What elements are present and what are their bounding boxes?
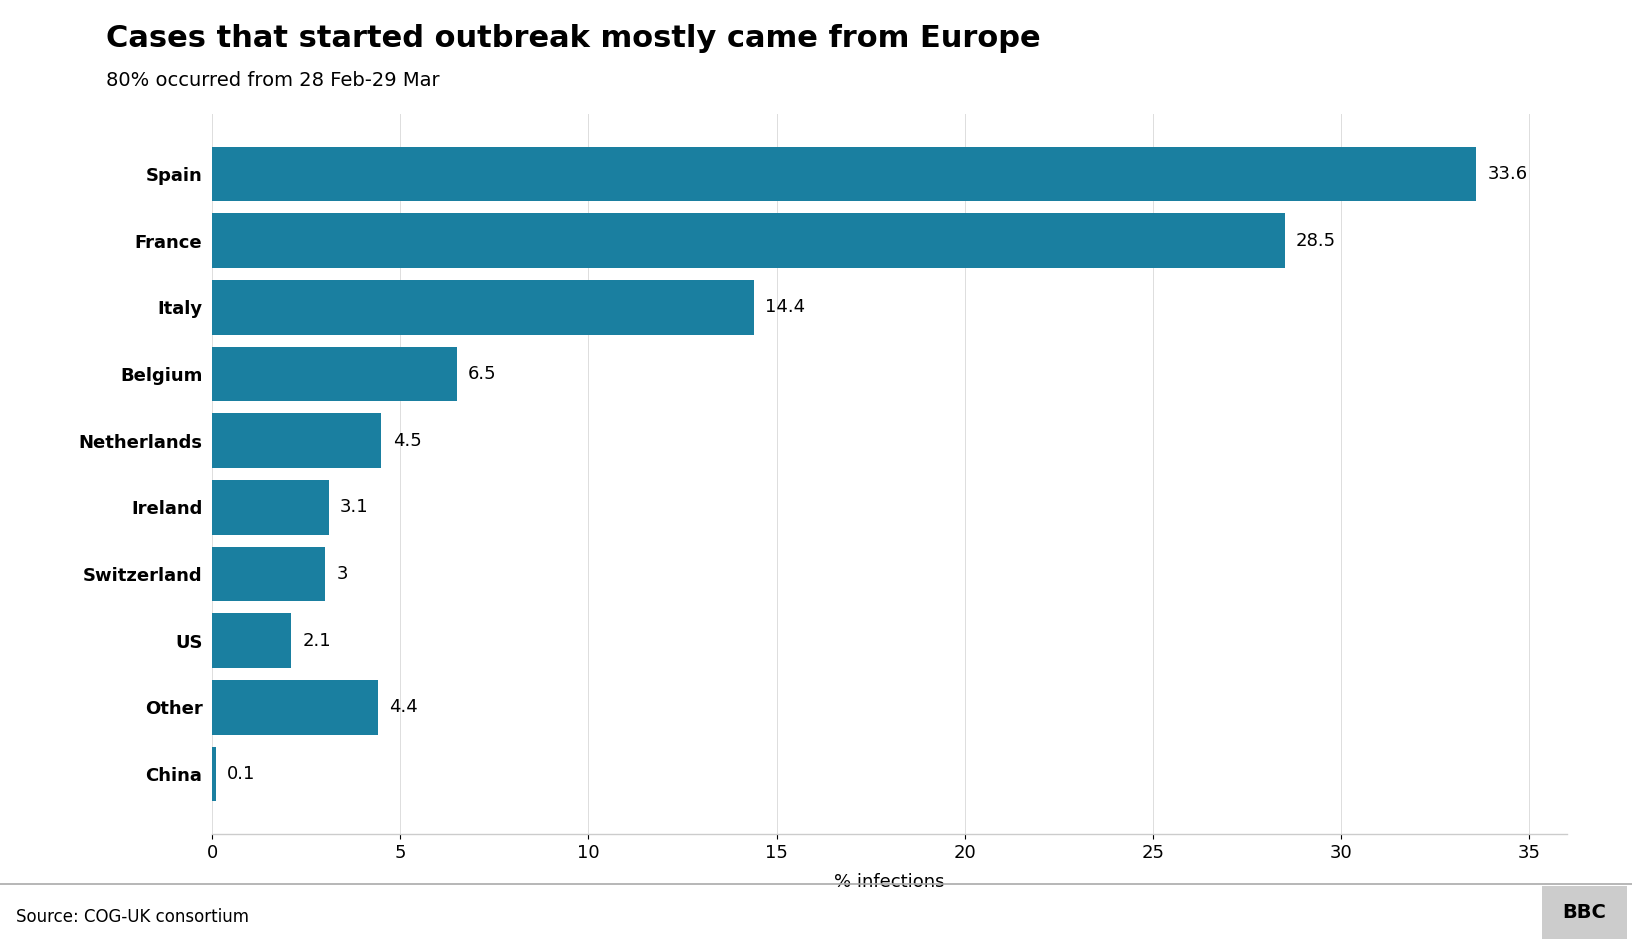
Text: BBC: BBC (1563, 902, 1606, 922)
Bar (212, 280, 754, 335)
Text: 33.6: 33.6 (1488, 165, 1528, 183)
Text: 0.1: 0.1 (227, 765, 256, 783)
Text: 2.1: 2.1 (302, 631, 331, 649)
Bar (212, 480, 328, 535)
Bar (212, 147, 1477, 201)
X-axis label: % infections: % infections (834, 873, 945, 891)
Text: 3.1: 3.1 (339, 499, 369, 517)
Text: 80% occurred from 28 Feb-29 Mar: 80% occurred from 28 Feb-29 Mar (106, 71, 439, 90)
Bar (212, 413, 382, 468)
Bar (212, 613, 290, 668)
Text: 4.4: 4.4 (388, 699, 418, 717)
Bar (212, 547, 325, 601)
Bar (212, 213, 1284, 268)
Text: 28.5: 28.5 (1296, 231, 1337, 249)
Text: 14.4: 14.4 (765, 299, 806, 317)
Text: Source: COG-UK consortium: Source: COG-UK consortium (16, 908, 250, 925)
Text: 6.5: 6.5 (468, 365, 496, 383)
Bar (212, 747, 215, 801)
Text: Cases that started outbreak mostly came from Europe: Cases that started outbreak mostly came … (106, 24, 1041, 53)
Bar (212, 347, 457, 401)
Text: 3: 3 (336, 565, 348, 583)
Bar (212, 680, 377, 735)
Text: 4.5: 4.5 (393, 431, 421, 449)
